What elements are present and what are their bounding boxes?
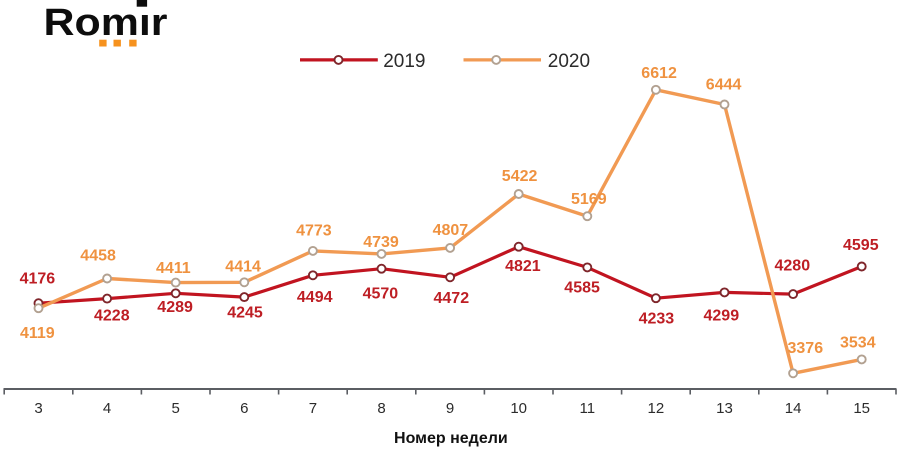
svg-text:4472: 4472 bbox=[434, 290, 470, 307]
svg-text:Номер недели: Номер недели bbox=[394, 430, 508, 447]
svg-text:4245: 4245 bbox=[227, 305, 263, 322]
svg-text:4821: 4821 bbox=[505, 258, 541, 275]
svg-text:14: 14 bbox=[785, 400, 802, 417]
svg-text:4458: 4458 bbox=[80, 247, 116, 264]
svg-text:7: 7 bbox=[309, 400, 317, 417]
svg-text:6: 6 bbox=[240, 400, 248, 417]
svg-text:3534: 3534 bbox=[840, 335, 876, 352]
svg-text:9: 9 bbox=[446, 400, 454, 417]
svg-text:4228: 4228 bbox=[94, 307, 130, 324]
svg-text:6612: 6612 bbox=[641, 65, 677, 82]
svg-text:4119: 4119 bbox=[20, 325, 55, 342]
svg-text:4807: 4807 bbox=[433, 222, 469, 239]
svg-text:2020: 2020 bbox=[548, 51, 590, 72]
svg-text:3: 3 bbox=[34, 400, 42, 417]
svg-text:5422: 5422 bbox=[502, 168, 538, 185]
svg-text:4: 4 bbox=[103, 400, 111, 417]
svg-text:12: 12 bbox=[648, 400, 665, 417]
svg-text:4570: 4570 bbox=[363, 285, 399, 302]
svg-text:2019: 2019 bbox=[383, 51, 425, 72]
svg-text:5169: 5169 bbox=[571, 191, 607, 208]
svg-text:4739: 4739 bbox=[363, 234, 399, 251]
svg-text:5: 5 bbox=[172, 400, 180, 417]
svg-text:4233: 4233 bbox=[639, 311, 675, 328]
svg-text:4494: 4494 bbox=[297, 289, 333, 306]
svg-text:15: 15 bbox=[853, 400, 870, 417]
svg-text:11: 11 bbox=[580, 400, 596, 417]
svg-text:4289: 4289 bbox=[157, 299, 193, 316]
svg-text:4411: 4411 bbox=[156, 260, 191, 277]
svg-text:3376: 3376 bbox=[788, 340, 824, 357]
svg-text:8: 8 bbox=[377, 400, 385, 417]
svg-text:4595: 4595 bbox=[843, 237, 879, 254]
svg-text:4773: 4773 bbox=[296, 222, 332, 239]
svg-text:Romır: Romır bbox=[44, 2, 168, 44]
svg-text:10: 10 bbox=[510, 400, 527, 417]
svg-text:4585: 4585 bbox=[564, 279, 600, 296]
svg-text:13: 13 bbox=[716, 400, 733, 417]
svg-text:6444: 6444 bbox=[706, 77, 742, 94]
svg-text:4414: 4414 bbox=[225, 258, 261, 275]
svg-text:4299: 4299 bbox=[704, 308, 740, 325]
svg-text:4280: 4280 bbox=[775, 258, 811, 275]
svg-text:4176: 4176 bbox=[20, 271, 56, 288]
